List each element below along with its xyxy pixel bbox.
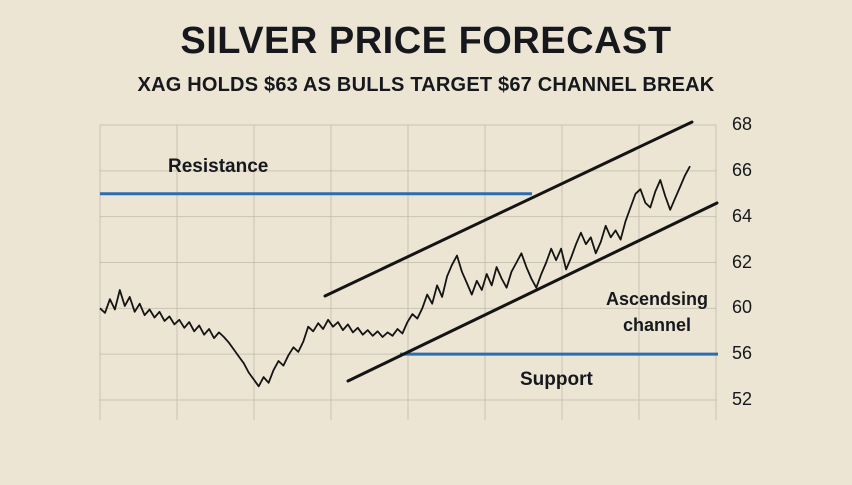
ascending-channel-label: Ascendsing channel [605, 289, 709, 336]
resistance-label: Resistance [168, 156, 269, 177]
y-axis-tick: 66 [732, 159, 753, 180]
y-axis-tick: 52 [732, 389, 753, 409]
support-label: Support [520, 369, 593, 390]
channel-lower-line [346, 201, 719, 383]
y-axis-tick: 62 [732, 251, 753, 272]
y-axis-tick: 56 [732, 343, 753, 364]
y-axis-tick: 60 [732, 297, 753, 318]
chart-subtitle: XAG HOLDS $63 AS BULLS TARGET $67 CHANNE… [137, 74, 715, 96]
channel-upper-line [323, 120, 694, 298]
price-series-line [99, 165, 691, 388]
y-axis-tick: 68 [732, 114, 753, 134]
y-axis-tick: 64 [732, 205, 753, 226]
chart-title: SILVER PRICE FORECAST [180, 20, 672, 62]
